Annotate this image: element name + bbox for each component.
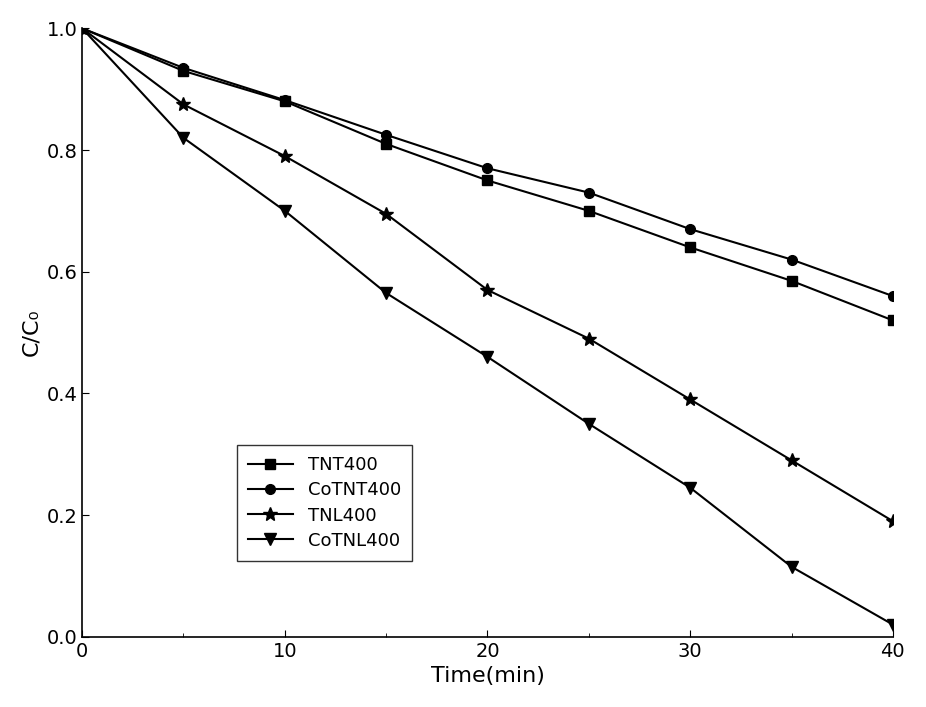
X-axis label: Time(min): Time(min) xyxy=(431,666,544,686)
TNT400 xyxy=(583,206,594,215)
TNT400 xyxy=(482,176,493,185)
CoTNL400 xyxy=(684,484,695,492)
TNT400 xyxy=(77,24,88,33)
TNL400 xyxy=(684,395,695,404)
TNT400 xyxy=(684,243,695,252)
CoTNL400 xyxy=(77,24,88,33)
Line: TNL400: TNL400 xyxy=(75,21,900,528)
CoTNT400 xyxy=(684,225,695,233)
CoTNL400 xyxy=(280,206,291,215)
TNL400 xyxy=(77,24,88,33)
CoTNT400 xyxy=(381,131,392,139)
TNL400 xyxy=(280,152,291,160)
CoTNL400 xyxy=(583,419,594,428)
TNL400 xyxy=(381,210,392,218)
TNT400 xyxy=(280,97,291,105)
TNT400 xyxy=(786,276,797,285)
TNL400 xyxy=(482,286,493,294)
Line: CoTNT400: CoTNT400 xyxy=(77,23,897,301)
TNL400 xyxy=(887,517,898,525)
CoTNT400 xyxy=(786,255,797,264)
CoTNT400 xyxy=(482,164,493,173)
TNT400 xyxy=(887,316,898,325)
CoTNL400 xyxy=(786,563,797,571)
CoTNL400 xyxy=(887,620,898,629)
Y-axis label: C/C₀: C/C₀ xyxy=(20,309,41,356)
TNT400 xyxy=(381,140,392,148)
CoTNL400 xyxy=(381,288,392,297)
TNL400 xyxy=(583,334,594,343)
Line: CoTNL400: CoTNL400 xyxy=(77,23,898,630)
CoTNT400 xyxy=(887,292,898,300)
TNL400 xyxy=(786,456,797,464)
CoTNL400 xyxy=(178,134,189,142)
CoTNT400 xyxy=(178,64,189,72)
Line: TNT400: TNT400 xyxy=(77,23,897,325)
CoTNT400 xyxy=(583,188,594,197)
CoTNL400 xyxy=(482,353,493,361)
CoTNT400 xyxy=(280,96,291,105)
Legend: TNT400, CoTNT400, TNL400, CoTNL400: TNT400, CoTNT400, TNL400, CoTNL400 xyxy=(237,445,411,561)
TNT400 xyxy=(178,66,189,75)
TNL400 xyxy=(178,100,189,109)
CoTNT400 xyxy=(77,24,88,33)
